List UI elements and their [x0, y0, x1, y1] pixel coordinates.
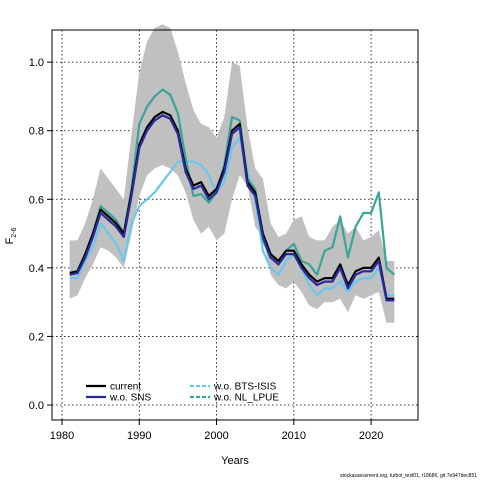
x-tick-label: 2010: [282, 430, 306, 442]
confidence-band-area: [69, 24, 395, 323]
y-axis-title-subscript: 2-6: [11, 227, 18, 237]
y-tick-label: 0.6: [29, 194, 44, 206]
legend-label: w.o. SNS: [109, 393, 151, 404]
y-tick-label: 1.0: [29, 57, 44, 69]
x-axis: 1980 1990 2000 2010 2020: [50, 420, 383, 442]
y-tick-label: 0.8: [29, 126, 44, 138]
confidence-band: [69, 24, 395, 323]
y-axis-title: F2-6: [4, 227, 18, 244]
y-tick-label: 0.0: [29, 400, 44, 412]
x-tick-label: 2000: [204, 430, 228, 442]
y-axis: 0.0 0.2 0.4 0.6 0.8 1.0: [29, 57, 52, 412]
legend-label: w.o. NL_LPUE: [213, 393, 279, 404]
x-tick-label: 2020: [359, 430, 383, 442]
y-axis-title-main: F: [4, 237, 16, 244]
x-tick-label: 1980: [50, 430, 74, 442]
y-axis-title-group: F2-6: [4, 227, 18, 244]
y-tick-label: 0.2: [29, 331, 44, 343]
series-line-w-o-sns: [69, 114, 395, 302]
legend-label: current: [110, 382, 141, 393]
series-line-w-o-bts-isis: [69, 136, 395, 297]
y-tick-label: 0.4: [29, 263, 44, 275]
series-lines: [69, 88, 396, 302]
legend-label: w.o. BTS-ISIS: [213, 382, 277, 393]
source-footnote: stockassessment.org, turbot_test01, r186…: [340, 473, 477, 479]
x-axis-title: Years: [221, 455, 249, 467]
x-tick-label: 1990: [127, 430, 151, 442]
plot-frame: [51, 29, 419, 421]
